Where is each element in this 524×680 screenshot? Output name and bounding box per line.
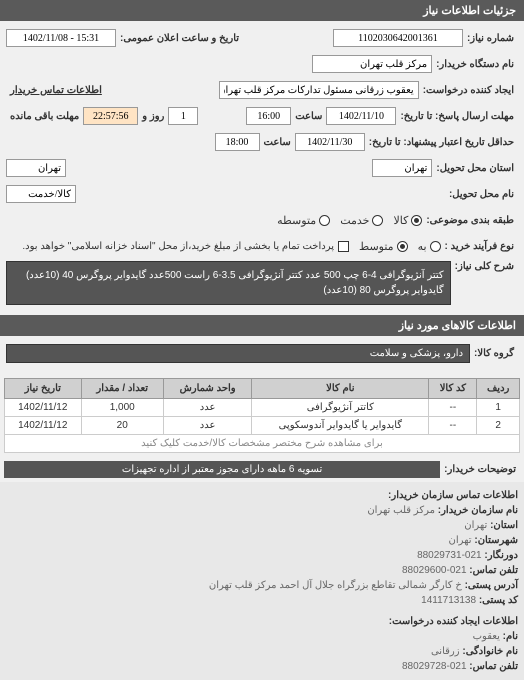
label-shomareh: شماره نیاز: bbox=[463, 33, 518, 44]
mohlat-saat[interactable] bbox=[246, 107, 291, 125]
label-saat2: ساعت bbox=[260, 137, 295, 148]
radio-motavassete[interactable]: متوسطه bbox=[277, 214, 330, 227]
radio-opt3-label: به bbox=[418, 240, 427, 253]
label-tarikh-elan: تاریخ و ساعت اعلان عمومی: bbox=[116, 33, 243, 44]
label-hadaqal: حداقل تاریخ اعتبار پیشنهاد: تا تاریخ: bbox=[365, 137, 518, 148]
mohlat-date[interactable] bbox=[326, 107, 396, 125]
l3: شهرستان: bbox=[474, 535, 518, 546]
radio-motavassete-label: متوسطه bbox=[277, 214, 316, 227]
contact-title: اطلاعات تماس سازمان خریدار: bbox=[6, 488, 518, 503]
link-ettelaat-tamas[interactable]: اطلاعات تماس خریدار bbox=[6, 85, 106, 96]
tehran-box bbox=[6, 159, 66, 177]
radio-kala[interactable]: کالا bbox=[393, 214, 422, 227]
nam-mohl-input[interactable] bbox=[6, 185, 76, 203]
l2: استان: bbox=[490, 520, 518, 531]
lc3: تلفن تماس: bbox=[469, 661, 518, 672]
shomareh-input[interactable] bbox=[333, 29, 463, 47]
l4: دورنگار: bbox=[484, 550, 518, 561]
radio-khedmat-label: خدمت bbox=[340, 214, 369, 227]
table-row: 1 -- کاتتر آنژیوگرافی عدد 1,000 1402/11/… bbox=[5, 399, 520, 417]
label-nam-mohl: نام محل تحویل: bbox=[445, 189, 518, 200]
collapsed-row: برای مشاهده شرح مختصر مشخصات کالا/خدمت ک… bbox=[5, 435, 520, 453]
mohlat-baghi bbox=[83, 107, 138, 125]
creator-title: اطلاعات ایجاد کننده درخواست: bbox=[6, 614, 518, 629]
vc3: 021-88029728 bbox=[402, 661, 467, 672]
l7: کد پستی: bbox=[479, 595, 518, 606]
ijad-input[interactable] bbox=[219, 81, 419, 99]
radio-opt1[interactable]: به bbox=[418, 240, 441, 253]
label-ostan: استان محل تحویل: bbox=[432, 163, 518, 174]
l6: آدرس پستی: bbox=[465, 580, 518, 591]
radio-opt2-label: متوسط bbox=[359, 240, 394, 253]
v2: تهران bbox=[464, 520, 487, 531]
goroh-value: دارو، پزشکی و سلامت bbox=[6, 344, 470, 363]
th-kod: کد کالا bbox=[429, 379, 477, 399]
v6: خ کارگر شمالی تقاطع بزرگراه جلال آل احمد… bbox=[209, 580, 462, 591]
v1: مرکز قلب تهران bbox=[367, 505, 435, 516]
pardakht-note: پرداخت تمام یا بخشی از مبلغ خرید،از محل … bbox=[18, 241, 338, 252]
th-nam: نام کالا bbox=[252, 379, 429, 399]
lc2: نام خانوادگی: bbox=[462, 646, 518, 657]
v7: 1411713138 bbox=[421, 595, 476, 606]
items-table: ردیف کد کالا نام کالا واحد شمارش تعداد /… bbox=[4, 378, 520, 453]
radio-opt2[interactable]: متوسط bbox=[359, 240, 408, 253]
label-goroh: گروه کالا: bbox=[470, 348, 518, 359]
th-vahed: واحد شمارش bbox=[163, 379, 251, 399]
label-mandeh: مهلت باقی مانده bbox=[6, 111, 83, 122]
sharh-text: کتتر آنژیوگرافی 4-6 چپ 500 عدد کتتر آنژی… bbox=[6, 261, 451, 305]
v4: 021-88029731 bbox=[417, 550, 482, 561]
tarikh-elan-input[interactable] bbox=[6, 29, 116, 47]
th-tedad: تعداد / مقدار bbox=[81, 379, 163, 399]
radio-khedmat[interactable]: خدمت bbox=[340, 214, 383, 227]
label-saat1: ساعت bbox=[291, 111, 326, 122]
dastgah-input[interactable] bbox=[312, 55, 432, 73]
label-roz: روز و bbox=[138, 111, 168, 122]
ostan-input[interactable] bbox=[372, 159, 432, 177]
label-dastgah: نام دستگاه خریدار: bbox=[432, 59, 518, 70]
v5: 021-88029600 bbox=[402, 565, 467, 576]
l5: تلفن تماس: bbox=[469, 565, 518, 576]
roz-input[interactable] bbox=[168, 107, 198, 125]
hadaqal-date[interactable] bbox=[295, 133, 365, 151]
lc1: نام: bbox=[503, 631, 518, 642]
label-tabagheh: طبقه بندی موضوعی: bbox=[422, 215, 518, 226]
label-no-farayand: نوع فرآیند خرید : bbox=[441, 241, 518, 252]
section2-header: اطلاعات کالاهای مورد نیاز bbox=[0, 315, 524, 336]
radio-kala-label: کالا bbox=[393, 214, 408, 227]
main-header: جزئیات اطلاعات نیاز bbox=[0, 0, 524, 21]
pardakht-checkbox[interactable] bbox=[338, 241, 349, 252]
label-sharh: شرح کلی نیاز: bbox=[451, 261, 518, 272]
th-tarikh: تاریخ نیاز bbox=[5, 379, 82, 399]
hadaqal-saat[interactable] bbox=[215, 133, 260, 151]
towzihat-value: تسویه 6 ماهه دارای مجوز معتبر از اداره ت… bbox=[4, 461, 440, 478]
v3: تهران bbox=[449, 535, 472, 546]
l1: نام سازمان خریدار: bbox=[438, 505, 518, 516]
vc2: زرقانی bbox=[431, 646, 460, 657]
label-towzihat: توضیحات خریدار: bbox=[440, 464, 520, 475]
label-mohlat: مهلت ارسال پاسخ: تا تاریخ: bbox=[396, 111, 518, 122]
label-ijad: ایجاد کننده درخواست: bbox=[419, 85, 518, 96]
th-radif: ردیف bbox=[477, 379, 520, 399]
table-row: 2 -- گایدوایر یا گایدوایر آندوسکوپی عدد … bbox=[5, 417, 520, 435]
vc1: یعقوب bbox=[473, 631, 500, 642]
